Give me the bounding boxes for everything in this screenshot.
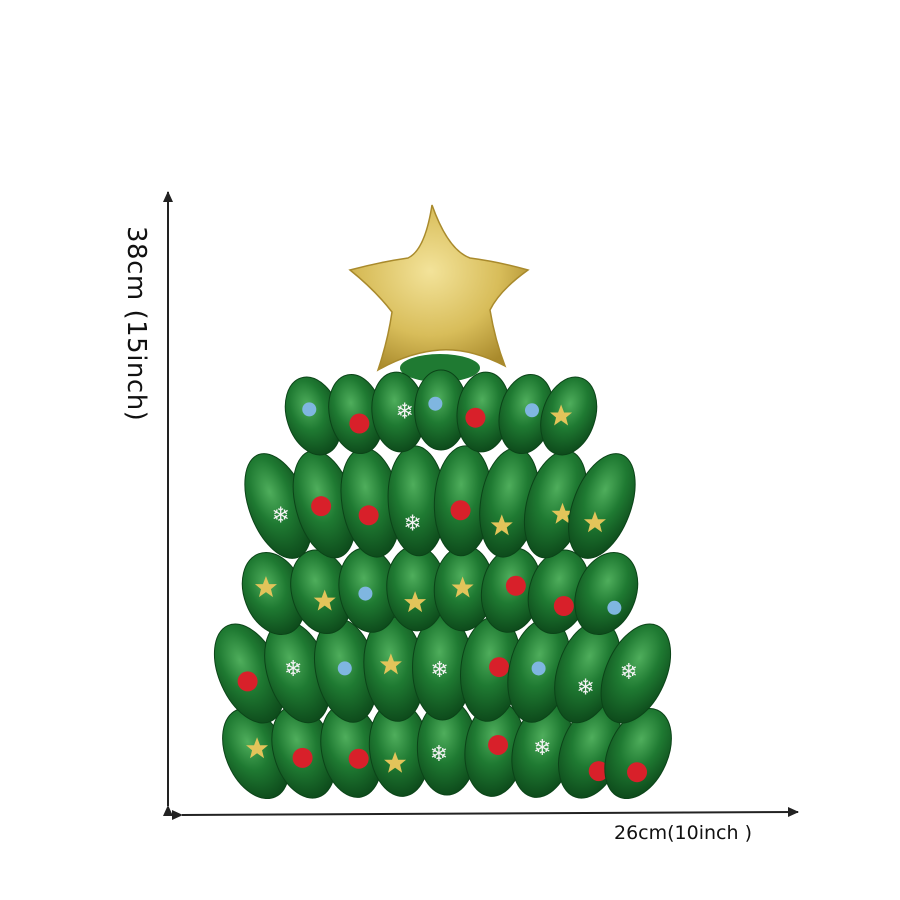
red-ornament xyxy=(311,496,332,517)
snowflake-icon: ❄ xyxy=(396,399,414,424)
blue-dot xyxy=(428,396,443,411)
gold-star-print xyxy=(404,591,427,613)
snowflake-icon: ❄ xyxy=(533,736,551,761)
gold-star-print xyxy=(490,514,513,536)
blue-dot xyxy=(337,661,352,676)
width-label: 26cm(10inch ) xyxy=(614,822,752,844)
foil-lobe xyxy=(604,707,672,800)
blue-dot xyxy=(524,403,539,418)
red-ornament xyxy=(450,500,471,521)
snowflake-icon: ❄ xyxy=(430,742,448,767)
gold-star-print xyxy=(379,653,402,675)
foil-lobe xyxy=(540,376,598,456)
red-ornament xyxy=(553,596,574,617)
snowflake-icon: ❄ xyxy=(576,675,594,700)
foil-lobe xyxy=(574,551,639,636)
blue-dot xyxy=(302,402,317,417)
red-ornament xyxy=(237,671,258,692)
red-ornament xyxy=(505,575,526,596)
red-ornament xyxy=(349,413,370,434)
foil-lobe xyxy=(568,453,636,559)
red-ornament xyxy=(348,748,369,769)
red-ornament xyxy=(588,761,609,782)
gold-star-print xyxy=(551,502,574,524)
red-ornament xyxy=(358,505,379,526)
blue-dot xyxy=(607,600,622,615)
width-arrow xyxy=(171,807,799,821)
foil-lobe xyxy=(600,623,672,724)
gold-star-print xyxy=(384,751,407,773)
gold-star-print xyxy=(313,589,336,611)
red-ornament xyxy=(627,762,648,783)
snowflake-icon: ❄ xyxy=(620,660,638,685)
blue-dot xyxy=(531,661,546,676)
red-ornament xyxy=(465,407,486,428)
snowflake-icon: ❄ xyxy=(284,657,302,682)
star-topper xyxy=(348,204,530,372)
gold-star-print xyxy=(550,404,573,426)
red-ornament xyxy=(489,657,510,678)
red-ornament xyxy=(488,734,509,755)
snowflake-icon: ❄ xyxy=(272,503,290,528)
gold-star-print xyxy=(246,737,269,759)
tree-neck xyxy=(400,354,480,382)
gold-star-print xyxy=(583,511,606,533)
christmas-tree-balloon: ❄ ❄ ❄ ❄ ❄ ❄ ❄ ❄ ❄ xyxy=(213,354,672,800)
snowflake-icon: ❄ xyxy=(430,658,448,683)
red-ornament xyxy=(292,747,313,768)
blue-dot xyxy=(358,586,373,601)
gold-star-print xyxy=(254,576,277,598)
gold-star-print xyxy=(451,576,474,598)
height-label: 38cm (15inch) xyxy=(121,226,151,422)
snowflake-icon: ❄ xyxy=(403,512,421,537)
